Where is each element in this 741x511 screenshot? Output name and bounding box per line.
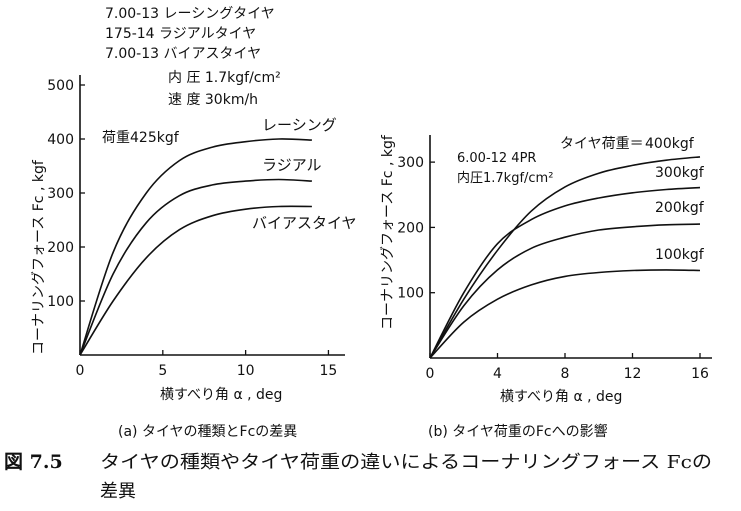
chart-a-x-tick-label-0: 0: [76, 363, 85, 379]
chart-a-load-note: 荷重425kgf: [102, 130, 180, 146]
chart-b-series-lines: [429, 156, 701, 359]
chart-b-tire-spec: 6.00-12 4PR: [457, 151, 536, 166]
chart-a-conditions: 内 圧 1.7kgf/cm² 速 度 30km/h: [168, 70, 281, 108]
chart-a-y-tick-label-200: 200: [47, 240, 74, 256]
chart-a-x-label: 横すべり角 α , deg: [160, 387, 282, 403]
chart-a-series-label-racing: レーシング: [262, 116, 337, 134]
chart-b-tire-pressure: 内圧1.7kgf/cm²: [457, 170, 553, 186]
chart-b-ticks: 0 4 8 12 16 100 200 300: [397, 155, 709, 382]
chart-b-series-line-4: [429, 269, 701, 359]
chart-a-y-tick-label-500: 500: [47, 78, 74, 94]
figure-label: 図 7.5: [4, 451, 63, 473]
chart-b-x-tick-label-16: 16: [691, 366, 709, 382]
chart-b-series-label-400: 400kgf: [645, 136, 695, 152]
chart-b-series-label-300: 300kgf: [655, 165, 705, 181]
chart-b-series-line-3: [429, 223, 701, 359]
chart-b-subcaption: (b) タイヤ荷重のFcへの影響: [428, 423, 608, 440]
chart-a-y-tick-label-300: 300: [47, 186, 74, 202]
chart-b-series-label-200: 200kgf: [655, 200, 705, 216]
chart-a-legend-line-2: 175-14 ラジアルタイヤ: [105, 26, 256, 42]
figure-caption-line-2: 差異: [100, 481, 136, 502]
chart-a-legend: 7.00-13 レーシングタイヤ 175-14 ラジアルタイヤ 7.00-13 …: [105, 6, 275, 62]
chart-b-y-label: コーナリングフォース Fc , kgf: [380, 134, 396, 330]
chart-a: 7.00-13 レーシングタイヤ 175-14 ラジアルタイヤ 7.00-13 …: [31, 6, 357, 440]
chart-a-y-tick-label-100: 100: [47, 294, 74, 310]
chart-a-series-label-radial: ラジアル: [262, 156, 322, 174]
chart-b-y-tick-label-200: 200: [397, 220, 424, 236]
chart-b-x-label: 横すべり角 α , deg: [500, 389, 622, 405]
chart-a-condition-pressure: 内 圧 1.7kgf/cm²: [168, 70, 281, 86]
chart-a-series-line-1: [79, 138, 312, 356]
chart-b-x-tick-label-4: 4: [493, 366, 502, 382]
chart-a-x-tick-label-15: 15: [320, 363, 338, 379]
chart-b-load-labels: タイヤ荷重＝ 400kgf 300kgf 200kgf 100kgf: [560, 136, 705, 263]
chart-b-x-tick-label-12: 12: [624, 366, 642, 382]
chart-b-x-tick-label-0: 0: [426, 366, 435, 382]
chart-b-series-line-1: [429, 156, 701, 359]
chart-a-condition-speed: 速 度 30km/h: [168, 92, 258, 108]
chart-a-x-tick-label-5: 5: [158, 363, 167, 379]
chart-a-subcaption: (a) タイヤの種類とFcの差異: [118, 424, 297, 440]
chart-a-y-tick-label-400: 400: [47, 132, 74, 148]
chart-a-ticks: 0 5 10 15 100 200 300 400 500: [47, 78, 337, 379]
chart-a-legend-line-1: 7.00-13 レーシングタイヤ: [105, 6, 275, 22]
chart-a-series-lines: [79, 138, 312, 356]
chart-a-series-line-3: [79, 205, 312, 356]
chart-a-series-label-bias: バイアスタイヤ: [252, 214, 357, 232]
chart-b-series-line-2: [429, 186, 701, 359]
chart-b-series-label-100: 100kgf: [655, 247, 705, 263]
chart-b: 6.00-12 4PR 内圧1.7kgf/cm² 0 4 8 12 16 100 200 30…: [380, 134, 712, 440]
chart-a-y-label: コーナリングフォース Fc , kgf: [31, 159, 47, 355]
chart-b-tire-note: 6.00-12 4PR 内圧1.7kgf/cm²: [457, 151, 553, 186]
chart-a-series-line-2: [79, 178, 312, 356]
chart-b-x-tick-label-8: 8: [561, 366, 570, 382]
chart-b-y-tick-label-300: 300: [397, 155, 424, 171]
chart-a-x-tick-label-10: 10: [237, 363, 255, 379]
figure-caption-line-1: タイヤの種類やタイヤ荷重の違いによるコーナリングフォース Fcの: [100, 452, 712, 473]
chart-b-y-tick-label-100: 100: [397, 286, 424, 302]
chart-b-load-prefix: タイヤ荷重＝: [560, 136, 644, 152]
chart-a-legend-line-3: 7.00-13 バイアスタイヤ: [105, 46, 261, 62]
figure-caption: 図 7.5 タイヤの種類やタイヤ荷重の違いによるコーナリングフォース Fcの 差…: [4, 451, 712, 502]
